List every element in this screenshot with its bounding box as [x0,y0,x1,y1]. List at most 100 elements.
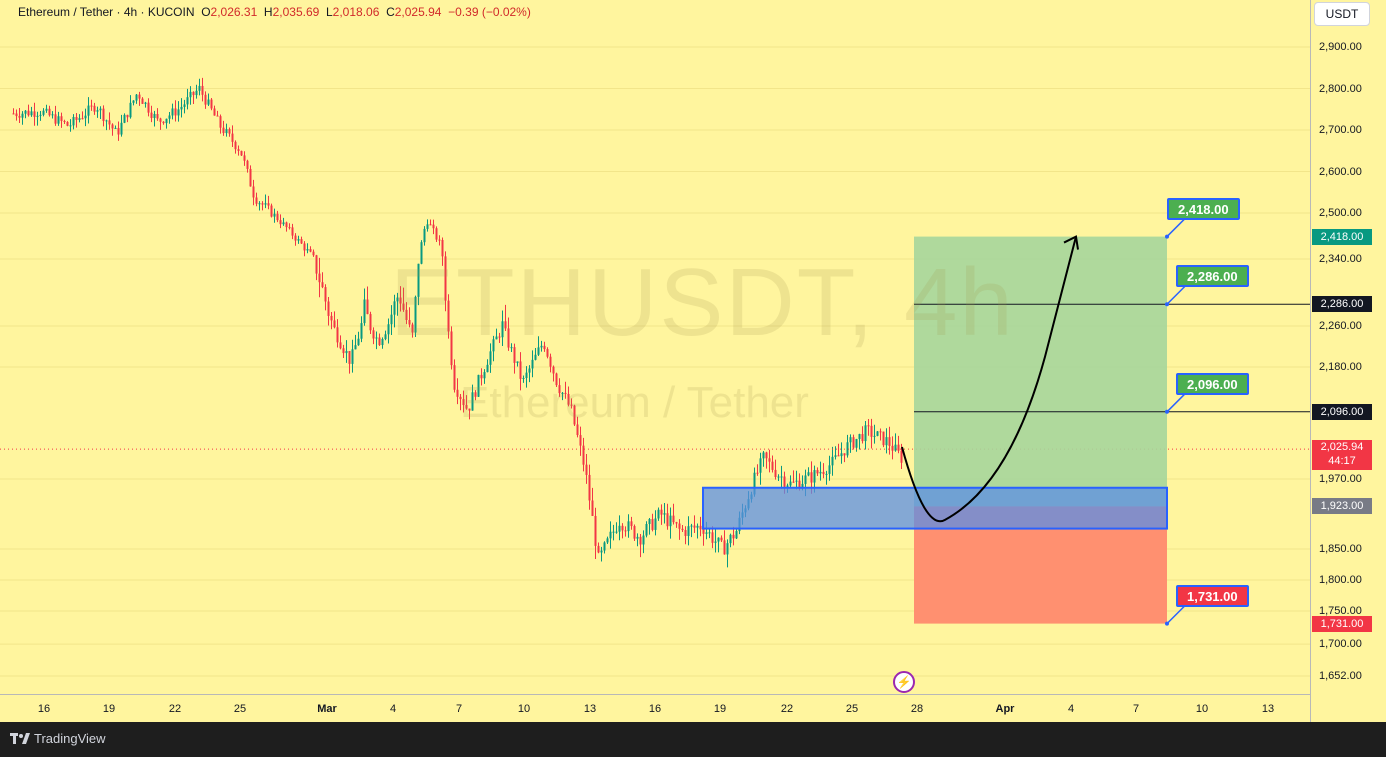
change-value: −0.39 (−0.02%) [448,5,531,19]
footer-bar: TradingView [0,722,1386,757]
candle-body [696,525,699,528]
low-value: 2,018.06 [332,5,380,19]
candle-body [225,129,228,134]
candle-body [297,239,300,241]
candle-body [570,404,573,406]
price-axis[interactable]: 2,900.00 2,800.00 2,700.00 2,600.00 2,500.00… [1310,0,1386,722]
candle-body [192,91,195,96]
candle-body [879,431,882,433]
price-tick-label: 1,970.00 [1319,473,1362,485]
candle-body [315,255,318,274]
candle-body [150,112,153,118]
candle-body [195,90,198,96]
time-axis[interactable]: 16 19 22 25 Mar 4 7 10 13 16 19 22 25 28 Apr 4 7 10 13 [0,694,1310,722]
candle-body [876,431,879,436]
candle-body [78,118,81,120]
candle-body [498,336,501,338]
candle-body [501,321,504,338]
time-tick-label: 7 [455,703,463,715]
time-tick-label: 10 [1195,703,1209,715]
candle-body [141,98,144,104]
candle-body [138,94,141,99]
price-callout[interactable]: 2,096.00 [1176,372,1249,395]
candle-body [807,472,810,476]
price-callout[interactable]: 2,418.00 [1167,197,1240,220]
tradingview-logo[interactable]: TradingView [10,731,106,746]
chart-area[interactable]: ETHUSDT, 4h Ethereum / Tether Ethereum /… [0,0,1386,722]
price-callout[interactable]: 2,286.00 [1176,265,1249,288]
candle-body [324,287,327,302]
time-tick-label: 13 [583,703,597,715]
candle-body [75,117,78,120]
candle-body [261,203,264,205]
candle-body [852,437,855,448]
candle-body [531,359,534,369]
candle-body [588,474,591,501]
candle-body [156,114,159,119]
currency-selector[interactable]: USDT [1314,2,1370,26]
time-tick-label: 7 [1132,703,1140,715]
candle-body [219,116,222,128]
candle-body [870,425,873,437]
candle-body [108,120,111,125]
candle-body [585,464,588,475]
candle-body [771,461,774,470]
candle-body [849,437,852,443]
candle-body [684,530,687,536]
candle-body [207,99,210,105]
candle-body [564,392,567,394]
candle-body [372,330,375,339]
time-tick-label: 19 [102,703,116,715]
candle-body [606,538,609,543]
price-chart[interactable] [0,0,1310,694]
candle-body [162,121,165,124]
candle-body [540,345,543,348]
candle-body [60,116,63,121]
candle-body [777,476,780,478]
candle-body [858,434,861,440]
price-callout[interactable]: 1,731.00 [1176,584,1249,607]
candle-body [69,125,72,127]
price-tick-label: 1,700.00 [1319,638,1362,651]
candle-body [429,224,432,226]
time-tick-label: 10 [517,703,531,715]
candle-body [417,263,420,297]
candle-body [591,500,594,516]
candle-body [249,168,252,187]
candle-body [726,543,729,555]
candle-body [432,224,435,229]
candle-body [153,114,156,118]
projection-curve [901,236,1077,523]
candle-body [276,213,279,221]
time-tick-label: 25 [233,703,247,715]
candle-body [366,299,369,315]
price-tick-label: 2,800.00 [1319,82,1362,95]
candle-body [333,320,336,328]
candle-body [504,321,507,329]
candle-body [93,105,96,112]
callout-anchor [1165,409,1169,414]
symbol-description[interactable]: Ethereum / Tether · 4h · KUCOIN [18,5,195,19]
candle-body [882,431,885,446]
candle-body [783,476,786,487]
time-tick-label: 28 [910,703,924,715]
candle-body [648,519,651,525]
candle-body [699,525,702,530]
candle-body [465,405,468,409]
candle-body [330,315,333,321]
candle-body [603,542,606,551]
replay-icon[interactable]: ⚡ [893,671,915,693]
candle-body [234,141,237,150]
candle-body [111,124,114,129]
candle-body [864,425,867,442]
candle-body [837,455,840,457]
time-tick-label: Mar [317,703,337,715]
price-tick-label: 2,260.00 [1319,320,1362,332]
candle-body [159,118,162,122]
price-tick-label: 2,340.00 [1319,253,1362,265]
candle-body [810,472,813,483]
candle-body [423,228,426,243]
candle-body [681,528,684,531]
candle-body [462,399,465,406]
candle-body [39,114,42,116]
